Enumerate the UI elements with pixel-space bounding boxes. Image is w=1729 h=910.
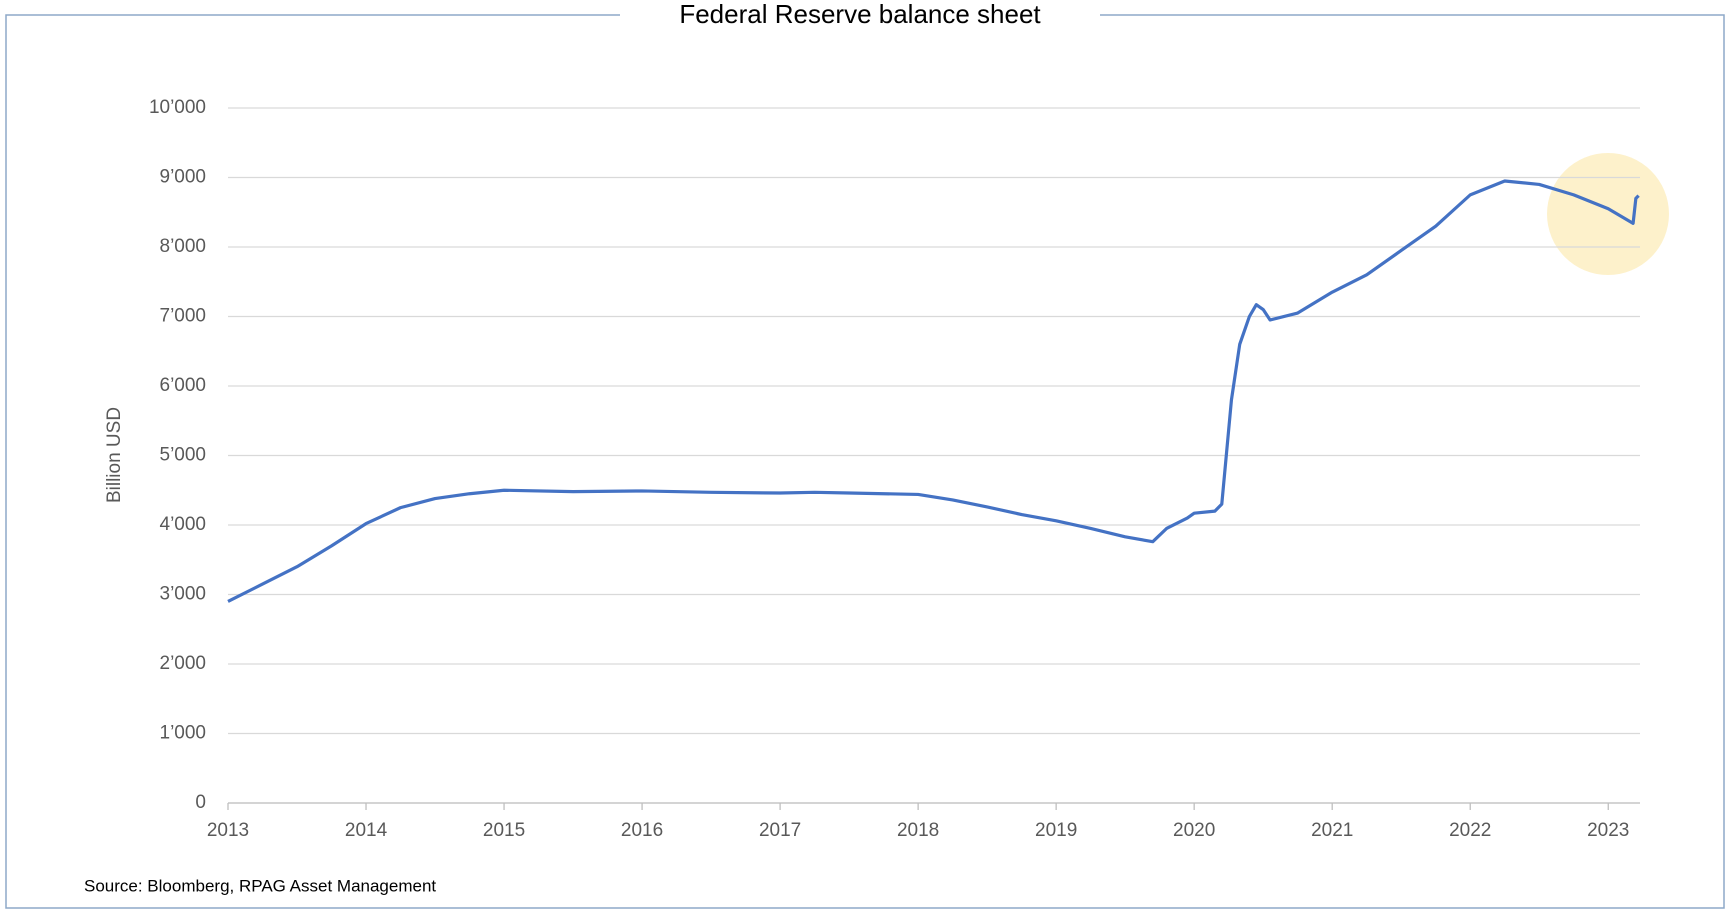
x-tick-label: 2013 [207, 820, 249, 841]
y-axis-label: Billion USD [104, 407, 125, 503]
y-tick-label: 9’000 [160, 167, 207, 188]
y-tick-label: 3’000 [160, 584, 207, 605]
y-tick-label: 1’000 [160, 723, 207, 744]
x-tick-label: 2018 [897, 820, 939, 841]
x-tick-label: 2014 [345, 820, 388, 841]
source: Source: Bloomberg, RPAG Asset Management [84, 876, 436, 895]
x-tick-label: 2019 [1035, 820, 1077, 841]
y-tick-label: 8’000 [160, 236, 207, 257]
x-tick-label: 2020 [1173, 820, 1215, 841]
x-tick-label: 2022 [1449, 820, 1491, 841]
highlight [1547, 153, 1669, 275]
x-tick-label: 2016 [621, 820, 663, 841]
y-tick-label: 10’000 [149, 97, 206, 118]
frame [5, 14, 1725, 909]
x-tick-label: 2023 [1587, 820, 1629, 841]
y-tick-label: 0 [195, 792, 206, 813]
x-tick-label: 2021 [1311, 820, 1353, 841]
y-tick-label: 7’000 [160, 306, 207, 327]
y-tick-label: 5’000 [160, 445, 207, 466]
chart-title: Federal Reserve balance sheet [679, 0, 1041, 29]
y-tick-label: 6’000 [160, 375, 207, 396]
line [227, 179, 1640, 603]
x-tick-label: 2017 [759, 820, 801, 841]
x-tick-label: 2015 [483, 820, 525, 841]
y-tick-label: 4’000 [160, 514, 207, 535]
y-tick-label: 2’000 [160, 653, 207, 674]
